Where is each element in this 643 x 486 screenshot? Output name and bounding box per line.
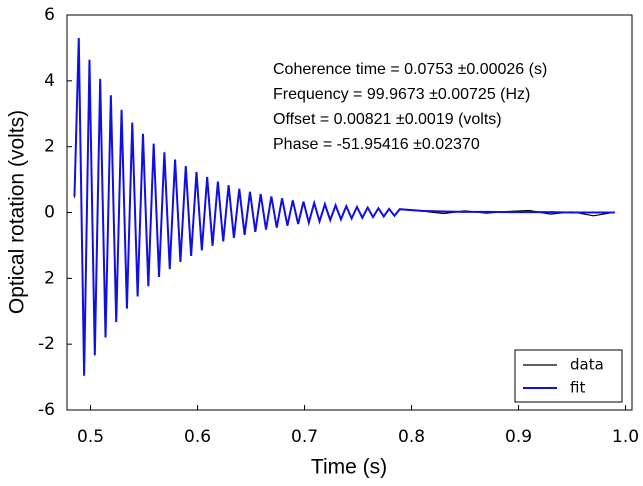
x-tick-label: 0.6	[184, 427, 211, 447]
x-tick-label: 0.9	[505, 427, 532, 447]
y-tick-label: 2	[44, 268, 55, 288]
annotation: Frequency = 99.9673 ±0.00725 (Hz)	[273, 86, 530, 103]
annotation: Offset = 0.00821 ±0.0019 (volts)	[273, 111, 502, 128]
series-line	[73, 38, 615, 376]
y-tick-label: 6	[44, 5, 55, 25]
y-tick-label: 0	[44, 203, 55, 223]
legend-label: data	[570, 356, 604, 374]
annotation: Coherence time = 0.0753 ±0.00026 (s)	[273, 61, 547, 78]
x-axis-label: Time (s)	[311, 456, 387, 479]
y-axis-label: Optical rotation (volts)	[6, 110, 29, 314]
y-tick-label: 4	[44, 71, 55, 91]
x-tick-label: 0.8	[398, 427, 425, 447]
annotation: Phase = -51.95416 ±0.02370	[273, 136, 480, 153]
y-tick-label: 2	[44, 137, 55, 157]
legend-label: fit	[570, 379, 585, 397]
y-tick-label: -6	[38, 400, 55, 420]
x-tick-label: 1.0	[612, 427, 639, 447]
x-tick-label: 0.7	[291, 427, 318, 447]
y-tick-label: -2	[38, 334, 55, 354]
legend-box	[514, 349, 623, 403]
x-tick-label: 0.5	[77, 427, 104, 447]
